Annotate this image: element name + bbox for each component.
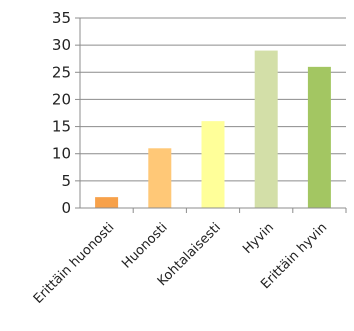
bar bbox=[307, 66, 331, 208]
category-label: Erittäin huonosti bbox=[31, 220, 118, 307]
bar bbox=[148, 148, 172, 208]
bar bbox=[201, 121, 225, 208]
y-tick-label: 0 bbox=[61, 199, 71, 217]
bars bbox=[95, 50, 331, 209]
y-tick-label: 25 bbox=[52, 63, 71, 81]
y-tick-label: 10 bbox=[52, 145, 71, 163]
y-tick-label: 35 bbox=[52, 9, 71, 27]
bar bbox=[254, 50, 278, 209]
y-tick-label: 30 bbox=[52, 36, 71, 54]
category-label: Hyvin bbox=[240, 220, 277, 257]
y-tick-labels: 0 5 10 15 20 25 30 35 bbox=[52, 9, 71, 217]
bar bbox=[95, 197, 119, 208]
category-label: Huonosti bbox=[119, 220, 170, 271]
axes bbox=[79, 18, 347, 213]
y-tick-label: 20 bbox=[52, 90, 71, 108]
y-tick-label: 15 bbox=[52, 118, 71, 136]
y-tick-label: 5 bbox=[61, 172, 71, 190]
